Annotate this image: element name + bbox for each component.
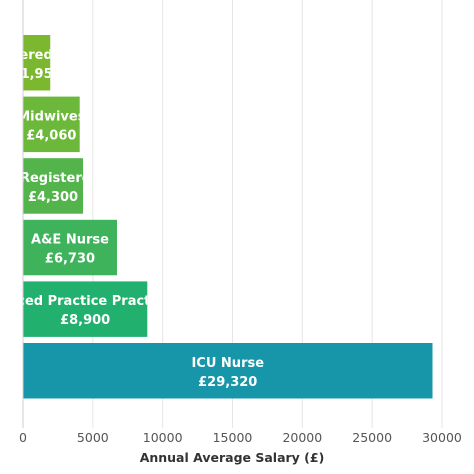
bar-category-label: A&E Nurse	[31, 233, 109, 248]
x-tick-label: 20000	[282, 430, 322, 445]
bar-value-label: £8,900	[60, 313, 110, 328]
bar-category-label: ICU Nurse	[191, 356, 264, 371]
bar	[23, 158, 84, 214]
bar-value-label: £4,300	[28, 190, 78, 205]
bar-value-label: £4,060	[26, 128, 76, 143]
x-tick-label: 30000	[422, 430, 462, 445]
bar-label-group: A&E Nurse £6,730	[31, 233, 109, 267]
x-axis: 0 5000 10000 15000 20000 25000 30000	[19, 0, 462, 445]
bar-label-group: Registered Nurse £1,950	[0, 48, 101, 82]
grid-lines	[22, 0, 443, 428]
bar-value-label: £1,950	[12, 67, 62, 82]
x-tick-label: 10000	[143, 430, 183, 445]
bar-label-group: ICU Nurse £29,320	[191, 356, 264, 390]
bar	[23, 35, 51, 91]
x-tick-label: 25000	[352, 430, 392, 445]
bar	[23, 281, 148, 337]
x-axis-title: Annual Average Salary (£)	[140, 450, 325, 465]
bar	[23, 219, 117, 276]
bar-category-label: Registered Nurse	[0, 48, 101, 63]
bar-category-label: Advanced Practice Practitioner	[0, 294, 199, 309]
bar	[23, 343, 433, 399]
bar-value-label: £6,730	[45, 252, 95, 267]
bar-label-group: Midwives £4,060	[17, 109, 85, 143]
bar-value-label: £29,320	[198, 375, 257, 390]
bar-category-label: Midwives	[17, 109, 85, 124]
bar-category-label: Dialysis Registered Nurse	[0, 171, 148, 186]
bar-label-group: Dialysis Registered Nurse £4,300	[0, 171, 148, 205]
bar-label-group: Advanced Practice Practitioner £8,900	[0, 294, 199, 328]
x-tick-label: 0	[19, 430, 27, 445]
x-tick-label: 5000	[77, 430, 109, 445]
bar	[23, 96, 80, 153]
x-tick-label: 15000	[213, 430, 253, 445]
bars	[23, 35, 433, 399]
bar-labels: Registered Nurse £1,950 Midwives £4,060 Dial…	[0, 48, 264, 390]
